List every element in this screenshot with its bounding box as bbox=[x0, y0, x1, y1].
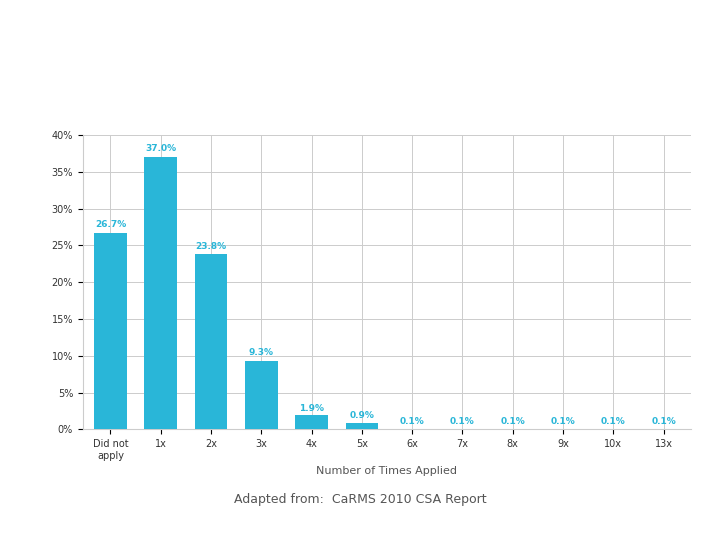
Bar bbox=[94, 233, 127, 429]
Bar bbox=[346, 423, 378, 429]
Text: 9.3%: 9.3% bbox=[249, 348, 274, 357]
Bar bbox=[194, 254, 228, 429]
Bar bbox=[295, 415, 328, 429]
Bar bbox=[145, 157, 177, 429]
Text: 0.1%: 0.1% bbox=[400, 417, 425, 427]
Bar bbox=[245, 361, 278, 429]
Bar bbox=[245, 361, 278, 429]
Text: 1.9%: 1.9% bbox=[299, 404, 324, 413]
Text: 0.1%: 0.1% bbox=[500, 417, 525, 427]
Bar bbox=[94, 233, 127, 429]
Bar bbox=[295, 415, 328, 429]
Text: 0.1%: 0.1% bbox=[450, 417, 474, 427]
Text: 37.0%: 37.0% bbox=[145, 144, 176, 153]
Text: Application to Canadian Schools: Application to Canadian Schools bbox=[28, 39, 508, 65]
Text: 0.1%: 0.1% bbox=[651, 417, 676, 427]
Bar bbox=[346, 423, 378, 429]
X-axis label: Number of Times Applied: Number of Times Applied bbox=[317, 466, 457, 476]
Text: APPLICATION TO CANADIAN MEDICAL SCHOOLS: APPLICATION TO CANADIAN MEDICAL SCHOOLS bbox=[238, 117, 497, 127]
Text: Adapted from:  CaRMS 2010 CSA Report: Adapted from: CaRMS 2010 CSA Report bbox=[234, 493, 486, 506]
Text: 23.8%: 23.8% bbox=[195, 241, 227, 251]
Text: 0.1%: 0.1% bbox=[601, 417, 626, 427]
Bar bbox=[145, 157, 177, 429]
Text: 0.9%: 0.9% bbox=[349, 411, 374, 421]
Text: 26.7%: 26.7% bbox=[95, 220, 126, 229]
Bar bbox=[194, 254, 228, 429]
Text: 0.1%: 0.1% bbox=[551, 417, 575, 427]
